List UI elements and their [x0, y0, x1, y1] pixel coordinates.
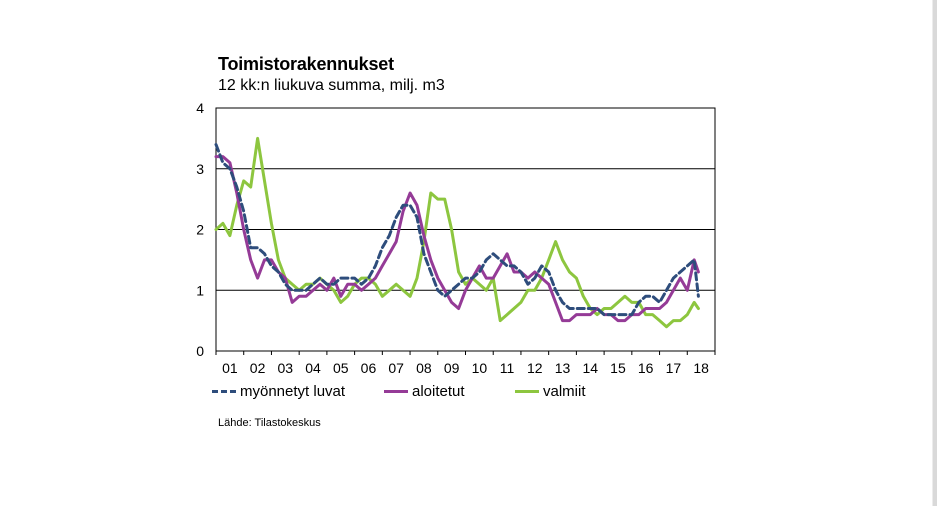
legend-swatch-myonnetyt-luvat	[212, 390, 236, 393]
x-tick-label-16: 16	[638, 360, 654, 376]
x-tick-label-05: 05	[333, 360, 349, 376]
x-tick-label-06: 06	[361, 360, 377, 376]
y-tick-label-0: 0	[196, 343, 204, 359]
x-tick-label-07: 07	[388, 360, 404, 376]
y-tick-label-2: 2	[196, 222, 204, 238]
legend-item-valmiit: valmiit	[515, 383, 586, 400]
x-tick-label-12: 12	[527, 360, 543, 376]
x-tick-label-09: 09	[444, 360, 460, 376]
legend-swatch-valmiit	[515, 390, 539, 393]
x-tick-label-02: 02	[250, 360, 266, 376]
x-tick-label-13: 13	[555, 360, 571, 376]
x-tick-label-17: 17	[666, 360, 682, 376]
y-tick-label-1: 1	[196, 282, 204, 298]
y-tick-label-3: 3	[196, 161, 204, 177]
x-tick-label-08: 08	[416, 360, 432, 376]
x-tick-label-10: 10	[472, 360, 488, 376]
x-tick-label-15: 15	[610, 360, 626, 376]
legend-label-aloitetut: aloitetut	[412, 383, 465, 400]
x-tick-label-14: 14	[582, 360, 598, 376]
x-tick-label-18: 18	[693, 360, 709, 376]
legend-label-valmiit: valmiit	[543, 383, 586, 400]
x-tick-label-11: 11	[500, 360, 515, 376]
source-note: Lähde: Tilastokeskus	[218, 417, 321, 429]
legend-item-aloitetut: aloitetut	[384, 383, 465, 400]
x-tick-label-04: 04	[305, 360, 321, 376]
chart-subtitle: 12 kk:n liukuva summa, milj. m3	[218, 77, 445, 94]
legend-label-myonnetyt-luvat: myönnetyt luvat	[240, 383, 346, 400]
series-line-my-nnetyt-luvat	[214, 143, 700, 317]
window-edge	[933, 0, 937, 506]
x-tick-label-03: 03	[278, 360, 294, 376]
legend-swatch-aloitetut	[384, 390, 408, 393]
series-line-aloitetut	[214, 155, 700, 323]
series-line-valmiit	[214, 136, 700, 329]
window-edge-shadow	[932, 0, 933, 506]
legend-item-myonnetyt-luvat: myönnetyt luvat	[212, 383, 345, 400]
chart-title: Toimistorakennukset	[218, 54, 394, 74]
x-tick-label-01: 01	[222, 360, 238, 376]
y-tick-label-4: 4	[196, 100, 204, 116]
